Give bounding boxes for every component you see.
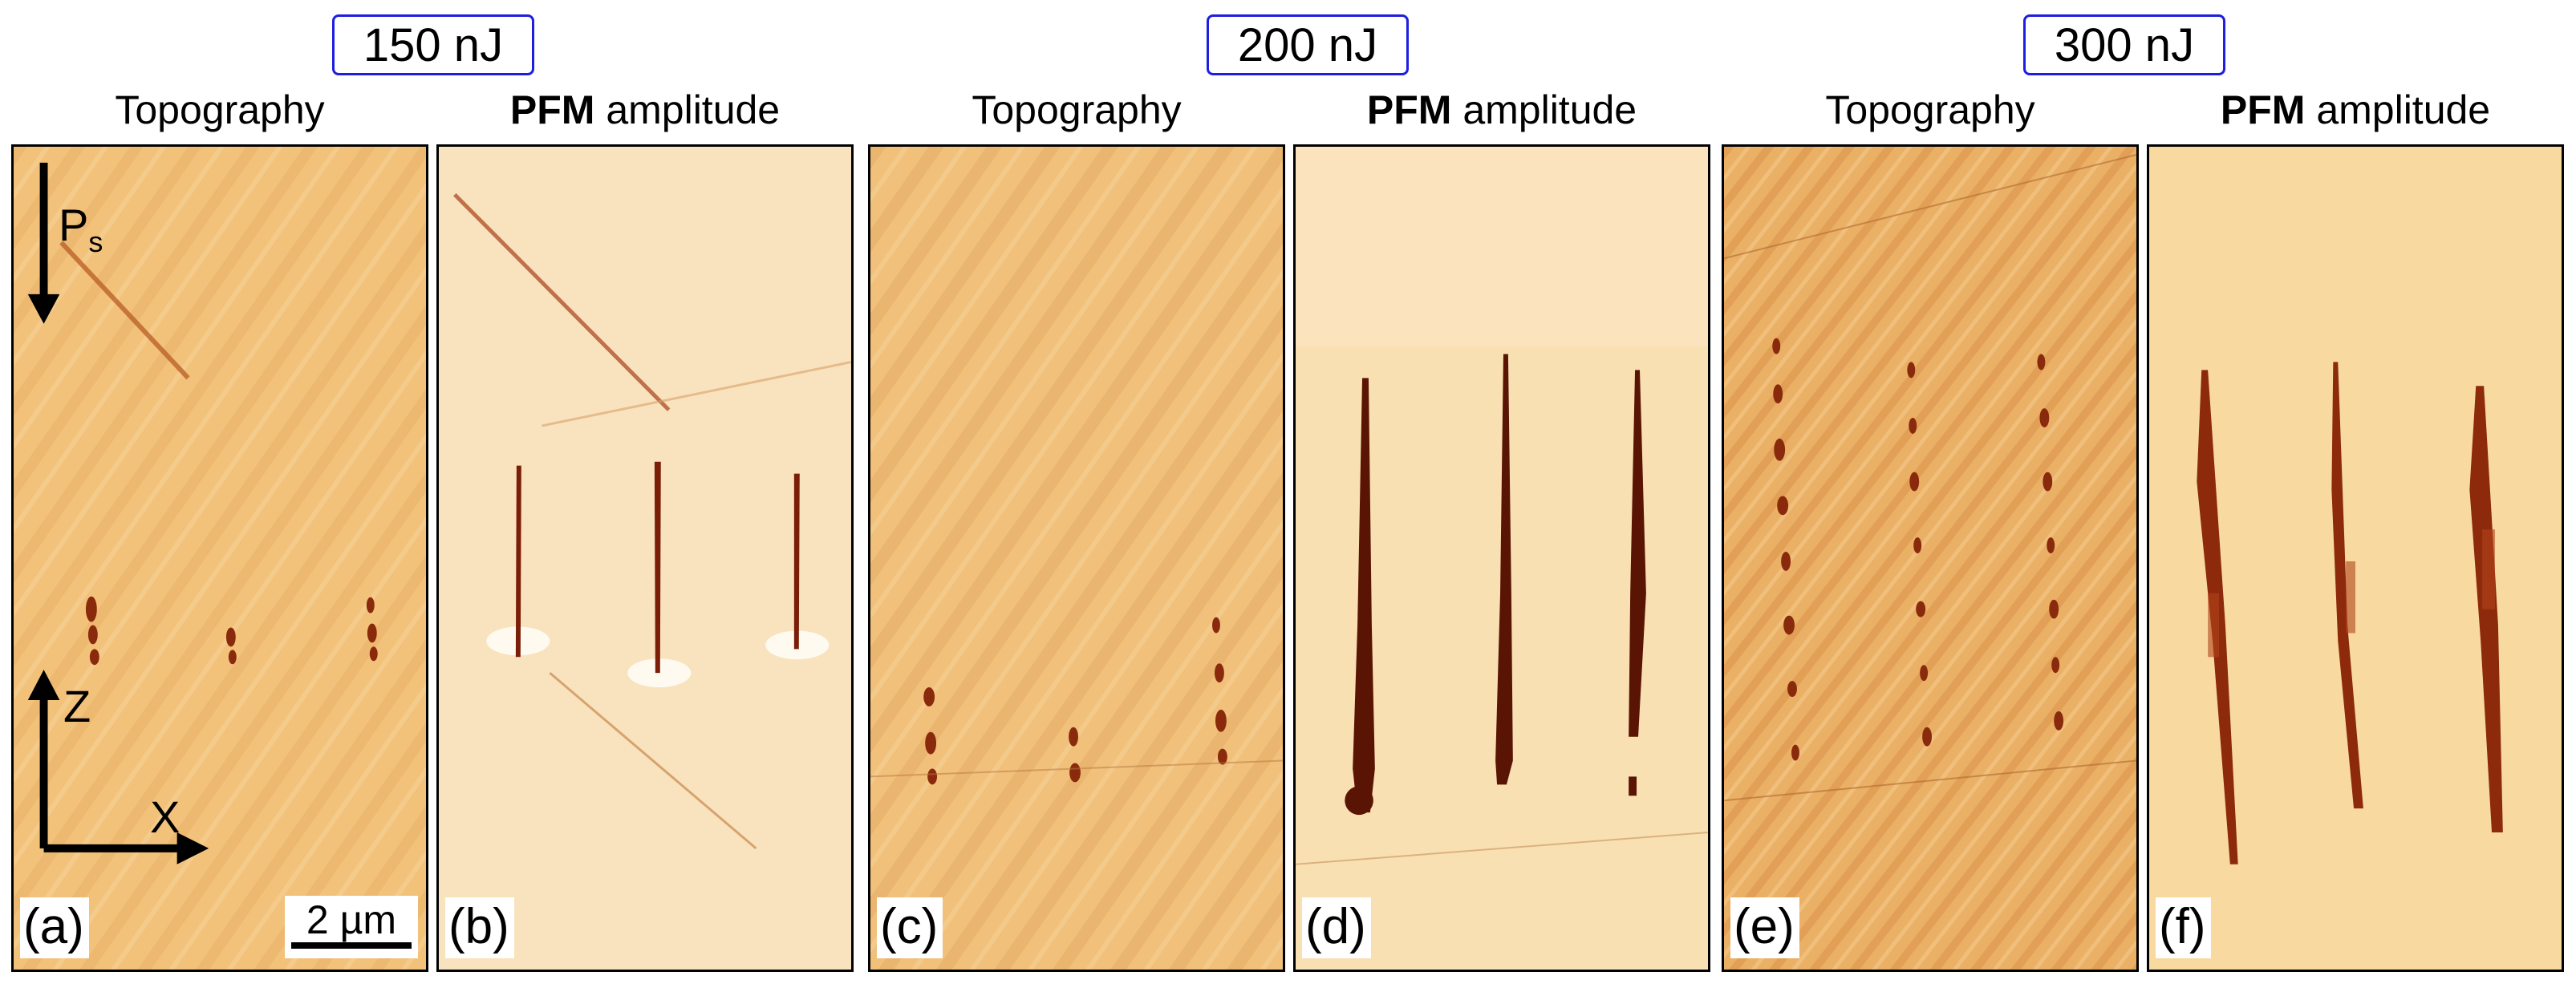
topography-image-c bbox=[870, 147, 1283, 970]
panel-f-pfm: (f) bbox=[2147, 144, 2564, 972]
panel-b-pfm: (b) bbox=[436, 144, 854, 972]
panel-a-topography: Ps Z X (a) 2 µm bbox=[11, 144, 428, 972]
column-title-topography-e: Topography bbox=[1825, 87, 2035, 132]
column-title-pfm-f: PFM amplitude bbox=[2147, 87, 2564, 133]
pfm-bold-text: PFM bbox=[1366, 87, 1452, 132]
polarization-arrow-icon bbox=[27, 162, 209, 864]
energy-label-200: 200 nJ bbox=[1207, 14, 1409, 75]
panel-c-topography: (c) bbox=[868, 144, 1285, 972]
panel-label-a: (a) bbox=[20, 897, 89, 958]
column-title-pfm-d: PFM amplitude bbox=[1293, 87, 1710, 133]
panel-label-f: (f) bbox=[2156, 897, 2211, 958]
column-title-topography-a: Topography bbox=[115, 87, 325, 132]
column-title-pfm-b: PFM amplitude bbox=[436, 87, 854, 133]
pfm-image-b bbox=[439, 147, 851, 970]
axis-x-label: X bbox=[150, 792, 181, 842]
pfm-image-d bbox=[1296, 147, 1708, 970]
panel-label-c: (c) bbox=[877, 897, 943, 958]
energy-label-150: 150 nJ bbox=[332, 14, 534, 75]
topography-image-a bbox=[14, 147, 426, 970]
pfm-bold-text: PFM bbox=[2220, 87, 2306, 132]
panel-label-e: (e) bbox=[1730, 897, 1799, 958]
scale-bar-line bbox=[291, 942, 412, 949]
column-title-topography-c: Topography bbox=[972, 87, 1182, 132]
pfm-rest-text: amplitude bbox=[594, 87, 781, 132]
axis-z-label: Z bbox=[63, 681, 91, 731]
panel-label-d: (d) bbox=[1302, 897, 1371, 958]
pfm-rest-text: amplitude bbox=[1451, 87, 1637, 132]
panel-d-pfm: (d) bbox=[1293, 144, 1710, 972]
scale-bar-label: 2 µm bbox=[306, 897, 397, 942]
pfm-rest-text: amplitude bbox=[2305, 87, 2491, 132]
topography-image-e bbox=[1724, 147, 2136, 970]
scale-bar: 2 µm bbox=[285, 895, 418, 958]
pfm-bold-text: PFM bbox=[509, 87, 595, 132]
panel-label-b: (b) bbox=[445, 897, 514, 958]
energy-label-300: 300 nJ bbox=[2023, 14, 2225, 75]
panel-e-topography: (e) bbox=[1722, 144, 2139, 972]
pfm-image-f bbox=[2149, 147, 2562, 970]
polarization-label: Ps bbox=[59, 200, 103, 258]
